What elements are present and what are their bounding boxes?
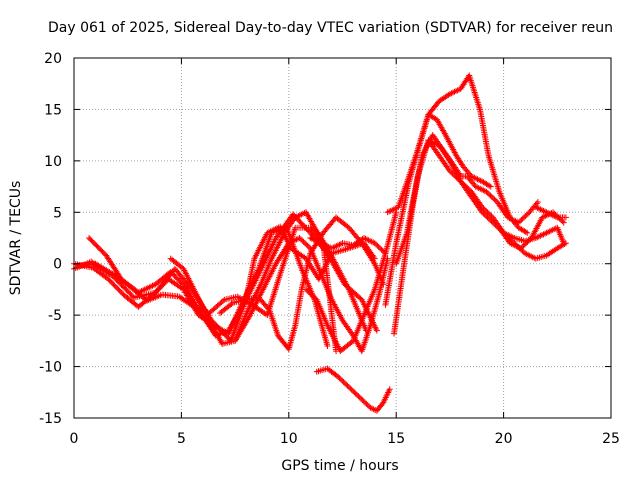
- grid-lines: [74, 58, 611, 418]
- y-axis-label: SDTVAR / TECUs: [8, 181, 24, 296]
- data-point-markers: [313, 365, 393, 414]
- y-tick-label: 15: [44, 102, 62, 118]
- data-point-markers: [532, 204, 569, 221]
- data-series: [71, 72, 569, 414]
- data-point-markers: [217, 214, 387, 353]
- data-point-markers: [307, 235, 389, 257]
- x-tick-label: 10: [280, 431, 298, 447]
- series-arc13: [382, 72, 531, 308]
- series-arc6: [217, 214, 387, 353]
- series-arc9: [302, 209, 400, 355]
- series-arc10: [307, 235, 389, 257]
- x-tick-label: 5: [177, 431, 186, 447]
- data-point-markers: [382, 72, 531, 308]
- x-tick-label: 25: [602, 431, 620, 447]
- x-tick-label: 15: [387, 431, 405, 447]
- y-tick-label: 5: [53, 205, 62, 221]
- axis-ticks: 0 5 10 15 20 25 -15 -10 -5 0 5 10 15 20: [39, 51, 620, 447]
- data-point-markers: [302, 209, 400, 355]
- y-tick-label: -15: [39, 411, 62, 427]
- series-arc17: [532, 204, 569, 221]
- y-tick-label: 10: [44, 154, 62, 170]
- x-axis-label: GPS time / hours: [281, 458, 398, 474]
- series-arc8: [313, 365, 393, 414]
- y-tick-label: -5: [48, 308, 62, 324]
- y-tick-label: -10: [39, 360, 62, 376]
- x-tick-label: 0: [70, 431, 79, 447]
- chart-title: Day 061 of 2025, Sidereal Day-to-day VTE…: [48, 20, 613, 36]
- y-tick-label: 0: [53, 257, 62, 273]
- plot-border: [73, 57, 612, 419]
- y-tick-label: 20: [44, 51, 62, 67]
- x-tick-label: 20: [495, 431, 513, 447]
